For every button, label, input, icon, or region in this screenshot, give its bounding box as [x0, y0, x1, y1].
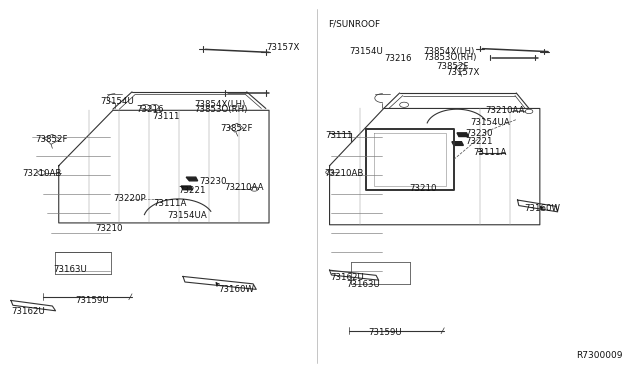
Text: 73157X: 73157X: [266, 43, 300, 52]
Text: 73160W: 73160W: [524, 204, 560, 214]
Text: 73220P: 73220P: [113, 195, 145, 203]
Text: 73159U: 73159U: [76, 296, 109, 305]
Polygon shape: [181, 186, 193, 190]
Text: 73154UA: 73154UA: [470, 118, 510, 127]
Text: 73853O(RH): 73853O(RH): [195, 105, 248, 115]
Polygon shape: [186, 177, 198, 181]
Text: 73221: 73221: [465, 137, 493, 146]
Text: 73210AB: 73210AB: [324, 169, 363, 178]
Text: 73854X(LH): 73854X(LH): [423, 48, 474, 57]
Text: 73111A: 73111A: [473, 148, 506, 157]
Text: 73852F: 73852F: [221, 124, 253, 133]
Text: 73210AA: 73210AA: [486, 106, 525, 115]
Text: F/SUNROOF: F/SUNROOF: [328, 20, 380, 29]
Text: 73216: 73216: [385, 54, 412, 63]
Text: 73160W: 73160W: [218, 285, 254, 294]
Text: 73221: 73221: [179, 186, 206, 195]
Text: 73210AA: 73210AA: [225, 183, 264, 192]
Text: 73853O(RH): 73853O(RH): [423, 53, 477, 62]
Text: 73163U: 73163U: [346, 280, 380, 289]
Text: 73111A: 73111A: [153, 199, 186, 208]
Text: 73163U: 73163U: [53, 264, 87, 273]
Text: 73854X(LH): 73854X(LH): [195, 100, 246, 109]
Text: 73210: 73210: [409, 185, 436, 193]
Polygon shape: [457, 133, 468, 137]
Text: 73159U: 73159U: [369, 328, 402, 337]
Text: 73216: 73216: [136, 105, 164, 114]
Text: 73154U: 73154U: [100, 97, 134, 106]
Text: 73210: 73210: [96, 224, 123, 233]
Text: 73154U: 73154U: [349, 47, 383, 56]
Text: 73111: 73111: [325, 131, 353, 140]
Polygon shape: [452, 142, 463, 145]
Text: 73111: 73111: [152, 112, 180, 121]
Text: 73157X: 73157X: [446, 68, 479, 77]
Text: 73162U: 73162U: [330, 273, 364, 282]
Text: 73162U: 73162U: [12, 307, 45, 316]
Text: 73210AB: 73210AB: [22, 169, 62, 177]
Text: 73230: 73230: [199, 177, 227, 186]
Text: 73852F: 73852F: [436, 61, 469, 71]
Text: 73230: 73230: [465, 129, 493, 138]
Text: R7300009: R7300009: [576, 351, 623, 360]
Text: 73852F: 73852F: [35, 135, 68, 144]
Text: 73154UA: 73154UA: [168, 211, 207, 220]
